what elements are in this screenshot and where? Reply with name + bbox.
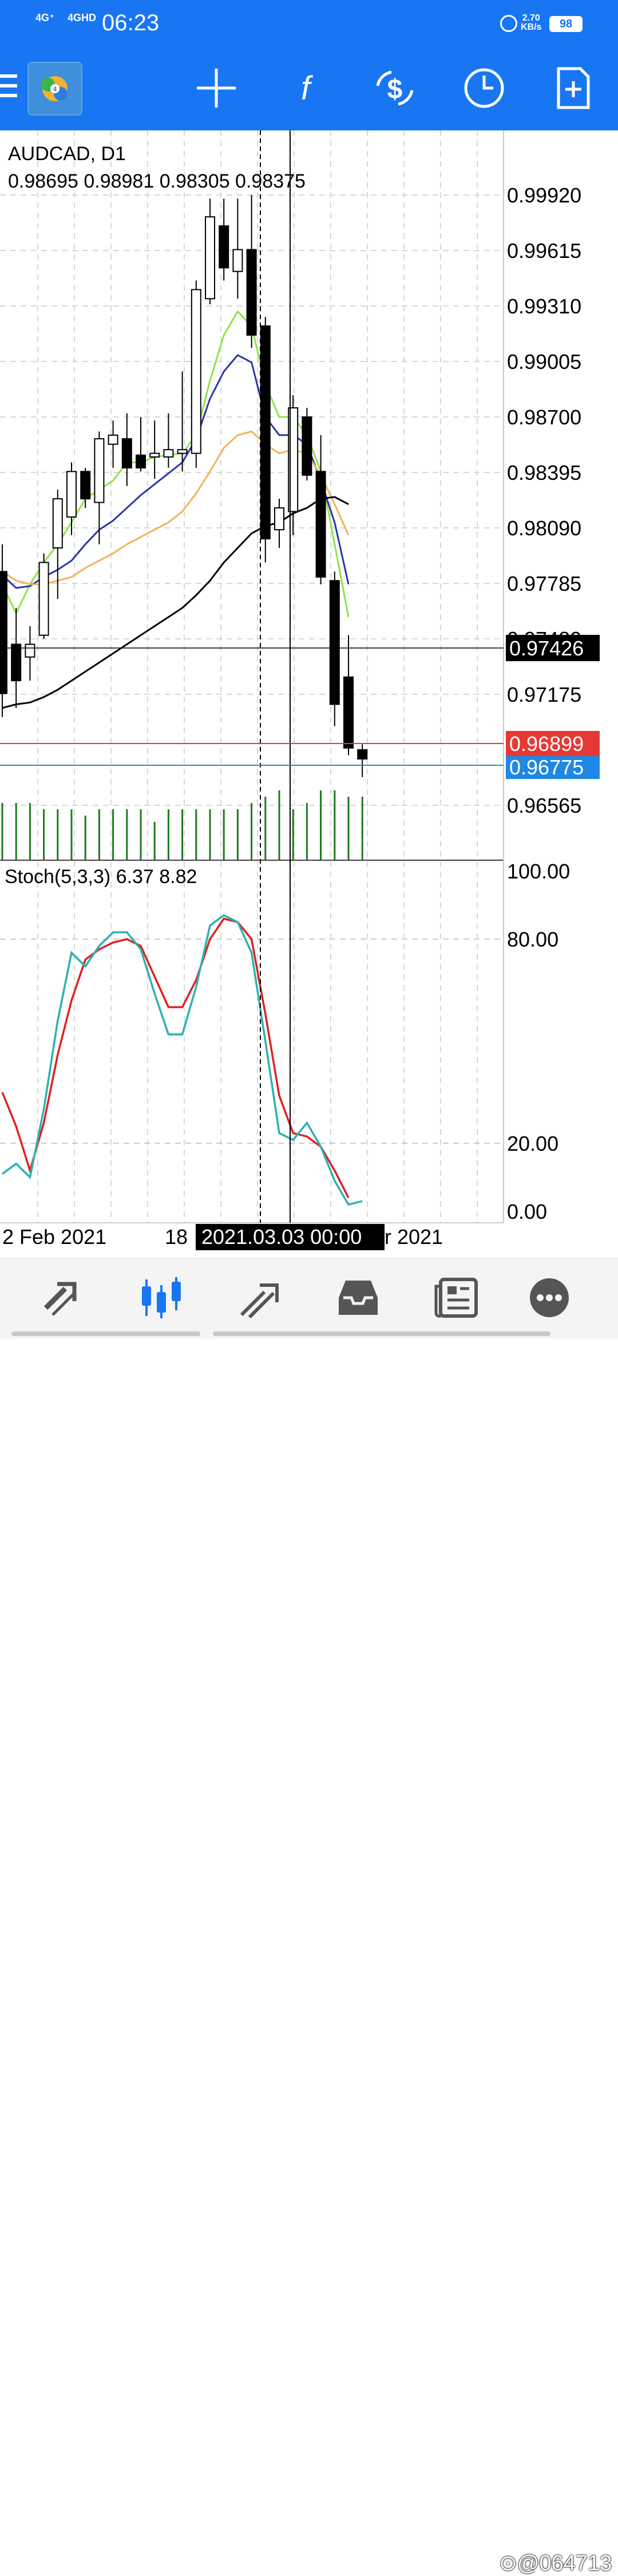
bid-price: 0.96899	[509, 732, 584, 756]
candle-body-4	[52, 498, 63, 548]
trade-icon[interactable]: $	[372, 65, 418, 111]
stoch-tick-1: 80.00	[507, 928, 558, 951]
price-tick-2: 0.99310	[507, 295, 581, 318]
stoch-signal-line	[1, 917, 350, 1198]
candle-body-21	[288, 407, 299, 512]
candle-body-0	[0, 571, 7, 694]
status-bar: 4G⁺ 4GHD 06:23 2.70 KB/s 98	[0, 0, 618, 46]
candle-body-12	[163, 449, 174, 458]
candle-body-20	[274, 507, 284, 531]
candle-body-26	[357, 749, 368, 760]
price-tick-1: 0.99615	[507, 239, 581, 263]
svg-text:f: f	[301, 70, 314, 107]
volume-bars	[1, 790, 363, 860]
news-icon[interactable]	[434, 1275, 480, 1321]
watermark: ⊙@064713	[499, 2551, 612, 2575]
network-speed: 2.70 KB/s	[521, 14, 541, 32]
price-labels: AUDCAD, D1 0.98695 0.98981 0.98305 0.983…	[2, 143, 600, 1250]
candle-body-22	[302, 416, 312, 476]
stochastic-lines	[1, 914, 363, 1206]
menu-icon[interactable]	[0, 74, 17, 100]
trade-nav-icon[interactable]	[237, 1275, 283, 1321]
stoch-ticks: 100.00 80.00 20.00 0.00	[507, 860, 570, 1223]
candle-body-9	[121, 438, 132, 469]
crosshair-price: 0.97426	[509, 637, 584, 660]
candle-body-10	[136, 454, 146, 469]
network-indicator-2: 4GHD	[68, 12, 97, 23]
candle-body-24	[329, 580, 340, 705]
battery-indicator: 98	[549, 16, 583, 32]
history-icon[interactable]	[335, 1275, 381, 1321]
price-chart[interactable]: AUDCAD, D1 0.98695 0.98981 0.98305 0.983…	[0, 130, 618, 1258]
candle-body-11	[149, 452, 160, 458]
candle-body-2	[25, 643, 35, 658]
ohlc-label: 0.98695 0.98981 0.98305 0.98375	[8, 170, 306, 192]
price-tick-3: 0.99005	[507, 350, 581, 373]
candle-body-16	[219, 225, 229, 269]
candle-body-23	[315, 471, 326, 578]
stoch-tick-2: 20.00	[507, 1132, 558, 1155]
candle-body-13	[177, 449, 188, 454]
candle-body-1	[11, 643, 22, 682]
price-tick-10: 0.96565	[507, 794, 581, 817]
new-order-icon[interactable]	[550, 65, 596, 111]
candlesticks	[0, 195, 368, 777]
candle-body-19	[260, 325, 271, 540]
function-icon[interactable]: f	[283, 65, 328, 111]
speed-value: 2.70	[522, 13, 540, 23]
chart-icon[interactable]	[138, 1275, 184, 1321]
candle-body-25	[343, 676, 354, 749]
ask-price-box	[506, 756, 600, 779]
ask-price: 0.96775	[509, 756, 584, 779]
crosshair-date: 2021.03.03 00:00	[201, 1225, 362, 1249]
date-label-right: r 2021	[385, 1225, 443, 1249]
alarm-icon	[500, 15, 517, 32]
metatrader-logo[interactable]: 4	[27, 62, 82, 116]
clock: 06:23	[102, 10, 160, 35]
price-tick-0: 0.99920	[507, 184, 581, 207]
candle-body-6	[80, 471, 91, 500]
stoch-tick-3: 0.00	[507, 1200, 547, 1223]
messages-icon[interactable]	[526, 1275, 572, 1321]
price-tick-7: 0.97785	[507, 572, 581, 595]
date-label-18: 18	[165, 1225, 188, 1249]
candle-body-8	[108, 434, 118, 445]
quotes-icon[interactable]	[40, 1275, 86, 1321]
price-tick-4: 0.98700	[507, 406, 581, 429]
crosshair-date-box	[196, 1224, 385, 1250]
top-toolbar: 4 f $	[0, 46, 618, 130]
candle-body-18	[246, 249, 257, 336]
date-label-left: 2 Feb 2021	[2, 1225, 106, 1249]
price-tick-6: 0.98090	[507, 516, 581, 540]
svg-text:4: 4	[53, 85, 57, 93]
stoch-label: Stoch(5,3,3) 6.37 8.82	[5, 866, 197, 888]
svg-text:$: $	[387, 74, 403, 105]
network-indicator-1: 4G⁺	[35, 12, 55, 23]
symbol-label: AUDCAD, D1	[8, 143, 126, 165]
candle-body-7	[94, 438, 105, 503]
price-ticks: 0.99920 0.99615 0.99310 0.99005 0.98700 0.983…	[507, 184, 581, 817]
price-tick-9: 0.97175	[507, 683, 581, 706]
bottom-navigation: ⊙@064713	[0, 1258, 618, 2575]
chart-area[interactable]: AUDCAD, D1 0.98695 0.98981 0.98305 0.983…	[0, 130, 618, 1258]
chart-overlay	[0, 130, 504, 1223]
stoch-tick-0: 100.00	[507, 860, 570, 883]
candle-body-15	[205, 216, 215, 300]
candle-body-3	[38, 562, 49, 636]
candle-body-14	[191, 289, 201, 454]
home-indicator	[213, 1331, 550, 1336]
bid-price-box	[506, 731, 600, 756]
stoch-main-line	[1, 914, 363, 1206]
ma-line-black	[2, 496, 349, 709]
history-period-icon[interactable]	[461, 65, 507, 111]
speed-unit: KB/s	[521, 22, 542, 32]
crosshair-price-box	[506, 635, 600, 661]
home-indicator-left	[11, 1331, 200, 1336]
candle-body-5	[66, 471, 77, 518]
candle-body-17	[232, 249, 243, 272]
crosshair-icon[interactable]	[193, 65, 239, 111]
price-tick-5: 0.98395	[507, 461, 581, 484]
